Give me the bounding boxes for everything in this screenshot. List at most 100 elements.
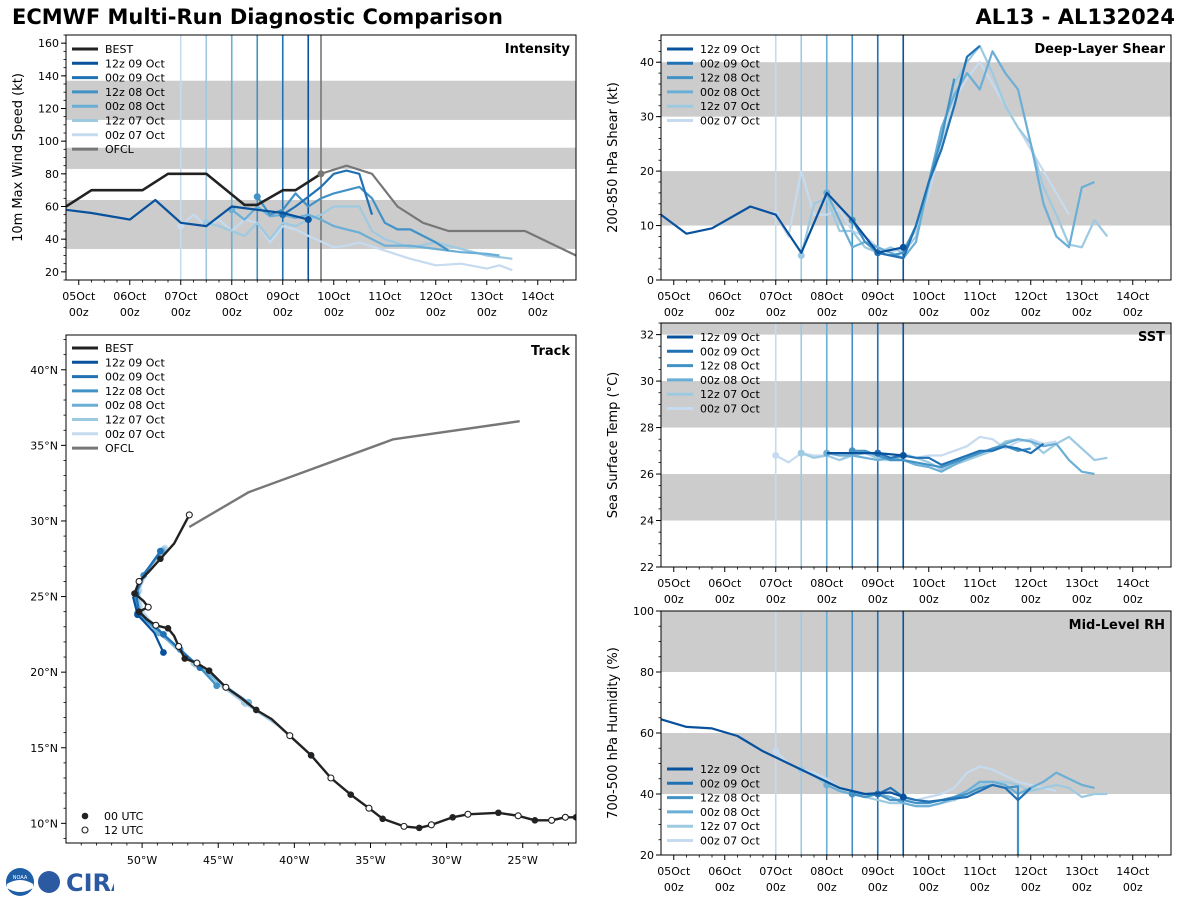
x-tick-label: 00z (1021, 593, 1041, 606)
x-tick-label: 13Oct (1065, 290, 1099, 303)
legend-label: 00z 09 Oct (105, 371, 165, 384)
y-tick-label: 100 (38, 135, 59, 148)
x-tick-label: 00z (766, 881, 786, 894)
legend-marker-12utc (81, 826, 89, 834)
x-tick-label: 00z (1021, 881, 1041, 894)
x-tick-label: 00z (766, 306, 786, 319)
x-tick-label: 07Oct (759, 577, 793, 590)
init-point (899, 793, 907, 801)
x-tick-label: 00z (69, 306, 89, 319)
legend-label: 00z 09 Oct (700, 777, 760, 790)
init-point (823, 449, 831, 457)
best-point-12utc (152, 621, 160, 629)
y-tick-label: 20 (640, 849, 654, 862)
best-point-00utc (495, 809, 502, 817)
init-point (253, 193, 261, 201)
legend-label: OFCL (105, 143, 135, 156)
forecast-point (160, 630, 167, 638)
lat-tick-label: 25°N (30, 591, 58, 604)
lat-tick-label: 15°N (30, 742, 58, 755)
legend-label: 12z 09 Oct (105, 356, 165, 369)
best-point-12utc (548, 816, 556, 824)
x-tick-label: 00z (1123, 306, 1143, 319)
x-tick-label: 07Oct (759, 290, 793, 303)
legend-label: 12z 07 Oct (700, 820, 760, 833)
x-tick-label: 11Oct (368, 290, 402, 303)
init-point (772, 747, 780, 755)
series-line (851, 78, 956, 257)
y-tick-label: 28 (640, 422, 654, 435)
x-tick-label: 00z (1072, 306, 1092, 319)
x-tick-label: 10Oct (912, 290, 946, 303)
x-tick-label: 06Oct (708, 577, 742, 590)
y-tick-label: 140 (38, 70, 59, 83)
x-tick-label: 00z (664, 881, 684, 894)
best-point-00utc (131, 590, 138, 597)
x-tick-label: 00z (715, 306, 735, 319)
x-tick-label: 09Oct (861, 577, 895, 590)
x-tick-label: 00z (919, 881, 939, 894)
shear-plot-area (661, 35, 1171, 280)
series-line (661, 718, 904, 799)
y-tick-label: 60 (640, 727, 654, 740)
x-tick-label: 14Oct (1116, 290, 1150, 303)
threshold-band (661, 171, 1171, 226)
x-tick-label: 11Oct (963, 577, 997, 590)
best-point-12utc (222, 683, 230, 691)
lon-tick-label: 45°W (203, 854, 233, 867)
init-point (177, 222, 185, 230)
init-point (304, 216, 312, 224)
ofcl-point (317, 170, 325, 178)
panel-title: Track (531, 344, 570, 359)
forecast-point (156, 547, 164, 555)
best-point-00utc (135, 608, 143, 615)
x-tick-label: 00z (222, 306, 242, 319)
x-tick-label: 12Oct (1014, 290, 1048, 303)
best-point-12utc (514, 812, 522, 820)
lon-tick-label: 40°W (279, 854, 309, 867)
cira-text: CIRA (66, 869, 114, 897)
x-tick-label: 00z (426, 306, 446, 319)
x-tick-label: 00z (919, 306, 939, 319)
x-tick-label: 00z (664, 306, 684, 319)
lat-tick-label: 10°N (30, 817, 58, 830)
best-point-12utc (561, 813, 569, 821)
legend-label: 12z 08 Oct (105, 86, 165, 99)
x-tick-label: 00z (817, 306, 837, 319)
shear-panel: 0 10 20 30 40 05Oct 00z 06Oct 00z 07Oct 00z 08Oct 00… (606, 34, 1172, 319)
series-line (256, 185, 450, 252)
series-line (826, 452, 904, 457)
y-tick-label: 80 (45, 168, 59, 181)
x-tick-label: 00z (1021, 306, 1041, 319)
y-tick-label: 80 (640, 666, 654, 679)
legend-label: 12z 08 Oct (700, 72, 760, 85)
x-tick-label: 08Oct (810, 865, 844, 878)
legend-label: 00 UTC (104, 810, 144, 823)
best-point-12utc (365, 804, 373, 812)
best-point-00utc (449, 813, 456, 821)
lat-tick-label: 30°N (30, 515, 58, 528)
legend-label: 00z 08 Oct (105, 399, 165, 412)
best-point-00utc (572, 813, 576, 821)
best-point-12utc (400, 822, 408, 830)
panel-title: Intensity (505, 42, 571, 57)
legend-label: 00z 08 Oct (700, 86, 760, 99)
x-tick-label: 10Oct (912, 577, 946, 590)
legend-label: 12z 07 Oct (700, 100, 760, 113)
track-panel: 50°W 45°W 40°W 35°W 30°W 25°W 10°N 15°N 20°N 25°N… (30, 334, 577, 867)
x-tick-label: 06Oct (708, 290, 742, 303)
init-point (899, 243, 907, 251)
y-axis-label: 10m Max Wind Speed (kt) (11, 73, 26, 242)
best-point-00utc (157, 555, 164, 563)
y-tick-label: 40 (640, 788, 654, 801)
legend-label: 00z 07 Oct (105, 428, 165, 441)
y-axis-label: 700-500 hPa Humidity (%) (606, 647, 621, 819)
threshold-band (661, 381, 1171, 428)
lat-tick-label: 40°N (30, 364, 58, 377)
x-tick-label: 13Oct (1065, 577, 1099, 590)
